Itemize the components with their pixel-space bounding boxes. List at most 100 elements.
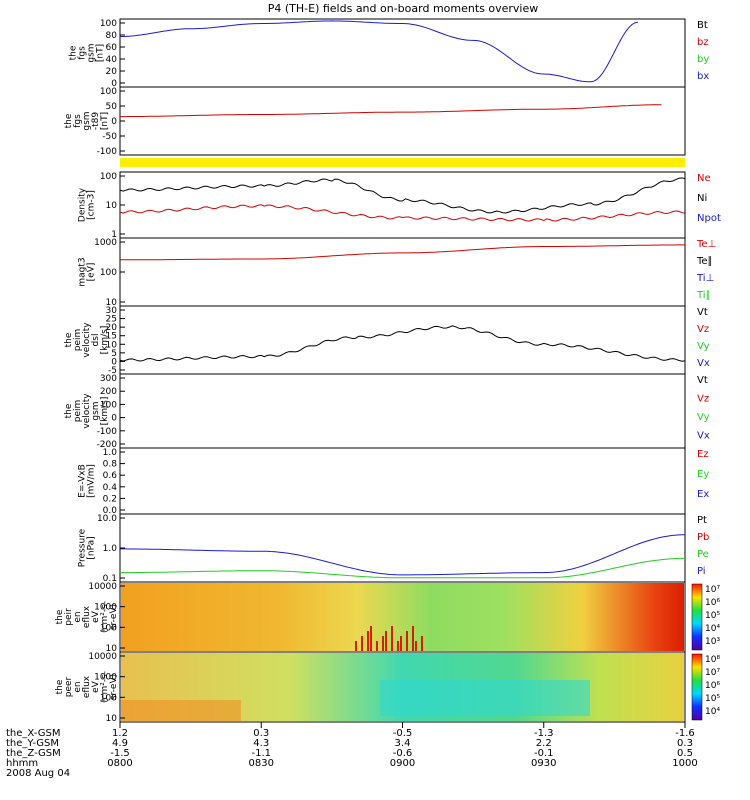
legend-entry: Vy (697, 341, 710, 352)
y-axis-label-line: fgs (78, 46, 88, 60)
peir-spike (370, 626, 372, 651)
ephemeris-value: -0.6 (393, 748, 413, 759)
peir-spike (412, 626, 414, 651)
y-tick-label: 1 (111, 230, 117, 240)
y-axis-label-line: [nT] (100, 112, 110, 130)
ephemeris-value: 0930 (531, 758, 556, 769)
y-tick-label: 0 (111, 357, 117, 367)
series-line-bx (120, 20, 639, 83)
y-axis-label-line: eflux (82, 675, 92, 698)
ephemeris-value: -1.5 (110, 748, 130, 759)
y-axis-label-line: eV (91, 680, 101, 693)
ephemeris-value: 0.3 (677, 738, 693, 749)
legend-entry: Te∥ (696, 256, 713, 267)
legend-entry: Ni (697, 193, 707, 204)
series-line-Ne (119, 204, 686, 222)
y-axis-label-line: magt3 (78, 257, 88, 286)
y-axis-label-line: [km/s] (100, 326, 110, 355)
y-tick-label: 0 (111, 79, 117, 89)
peir-spectrogram (121, 583, 684, 651)
ephemeris-value: 4.9 (112, 738, 128, 749)
legend-entry: Pb (697, 532, 709, 543)
y-axis-label-line: [km/s] (100, 397, 110, 426)
y-axis-label-line: the (64, 332, 74, 347)
panel-frames (119, 18, 686, 723)
y-axis-label-line: the (64, 403, 74, 418)
y-axis-labels: the fgs gsm [nT]the fgs gsm -t89 [nT]Density [cm… (55, 43, 119, 703)
y-axis-label-line: (cm²-s- (100, 601, 110, 633)
chart-title: P4 (TH-E) fields and on-board moments ov… (268, 2, 539, 15)
ephemeris-row-label: 2008 Aug 04 (6, 768, 70, 779)
peir-spike (406, 631, 408, 651)
legend-entry: Vx (697, 358, 710, 369)
quality-flag-bar (120, 158, 685, 167)
legend-entry: Pe (697, 549, 709, 560)
peir-spike (391, 626, 393, 651)
y-tick-label: 0.1 (103, 574, 117, 584)
y-tick-label: 200 (100, 387, 117, 397)
y-tick-label: 20 (106, 323, 118, 333)
ephemeris-value: 0830 (249, 758, 274, 769)
peir-spike (421, 636, 423, 651)
series-line-Te⊥ (120, 244, 685, 261)
peir-spike (382, 636, 384, 651)
legend-entry: Ti⊥ (696, 273, 714, 284)
y-tick-label: 10 (106, 298, 118, 308)
y-tick-label: 10 (106, 201, 118, 211)
peir-spike (400, 636, 402, 651)
y-tick-label: 10000 (88, 582, 117, 592)
y-tick-label: 0.2 (103, 494, 117, 504)
y-tick-label: 1.0 (103, 448, 118, 458)
y-tick-label: 60 (106, 43, 118, 53)
colorbar-tick-label: 10⁵ (705, 611, 720, 621)
y-tick-label: 25 (106, 315, 117, 325)
y-axis-label-line: sr-eV) (109, 674, 119, 700)
y-axis-label-line: Density (78, 187, 88, 222)
colorbar-tick-label: 10⁷ (705, 668, 720, 678)
panel-fgs-t89-frame (119, 86, 686, 156)
y-axis-label-line: the (64, 113, 74, 128)
ephemeris-value: -1.6 (675, 728, 695, 739)
colorbar-tick-label: 10⁷ (705, 585, 720, 595)
peir-spike (355, 641, 357, 651)
y-tick-label: -100 (97, 147, 118, 157)
y-axis-label-line: peim (73, 400, 83, 423)
y-tick-label: 100 (100, 623, 117, 633)
y-axis-label-line: [nPa] (87, 536, 97, 559)
peir-spike (376, 641, 378, 651)
y-tick-label: 80 (106, 31, 118, 41)
y-tick-label: 10 (106, 714, 118, 724)
legend-entry: Vy (697, 412, 710, 423)
panel-vel-gsm-frame (119, 373, 686, 449)
peir-spike (361, 636, 363, 651)
ephemeris-value: -0.5 (393, 728, 413, 739)
ephemeris-value: 4.3 (253, 738, 269, 749)
y-axis-label-line: E=-VxB (78, 464, 88, 498)
y-tick-label: 100 (100, 172, 117, 182)
panel-vel-dsl-frame (119, 305, 686, 375)
y-axis-label-line: velocity (82, 322, 92, 358)
legend-entry: Vt (697, 375, 708, 386)
peir-spike (415, 641, 417, 651)
y-tick-label: 0.4 (103, 483, 118, 493)
y-tick-label: 0.6 (103, 471, 118, 481)
panel-temp-frame (119, 237, 686, 307)
legend-entry: Te⊥ (696, 239, 716, 250)
ephemeris-value: 1000 (672, 758, 697, 769)
y-axis-label-line: [nT] (96, 44, 106, 62)
y-axis-label-line: the (69, 45, 79, 60)
ephemeris-value: 0.3 (253, 728, 269, 739)
ephemeris-value: 0.5 (677, 748, 693, 759)
ephemeris-value: 2.2 (536, 738, 552, 749)
y-tick-label: 20 (106, 67, 118, 77)
y-axis-label-line: eV (91, 610, 101, 623)
y-tick-label: 10 (106, 644, 118, 654)
legend-entry: Bt (697, 20, 708, 31)
y-axis-label-line: gsm (87, 43, 97, 62)
colorbar-tick-label: 10⁸ (705, 655, 720, 665)
colorbar-tick-label: 10⁴ (705, 624, 720, 634)
y-tick-label: -5 (108, 366, 117, 376)
legend-entry: Vz (697, 324, 709, 335)
peir-spike (385, 631, 387, 651)
